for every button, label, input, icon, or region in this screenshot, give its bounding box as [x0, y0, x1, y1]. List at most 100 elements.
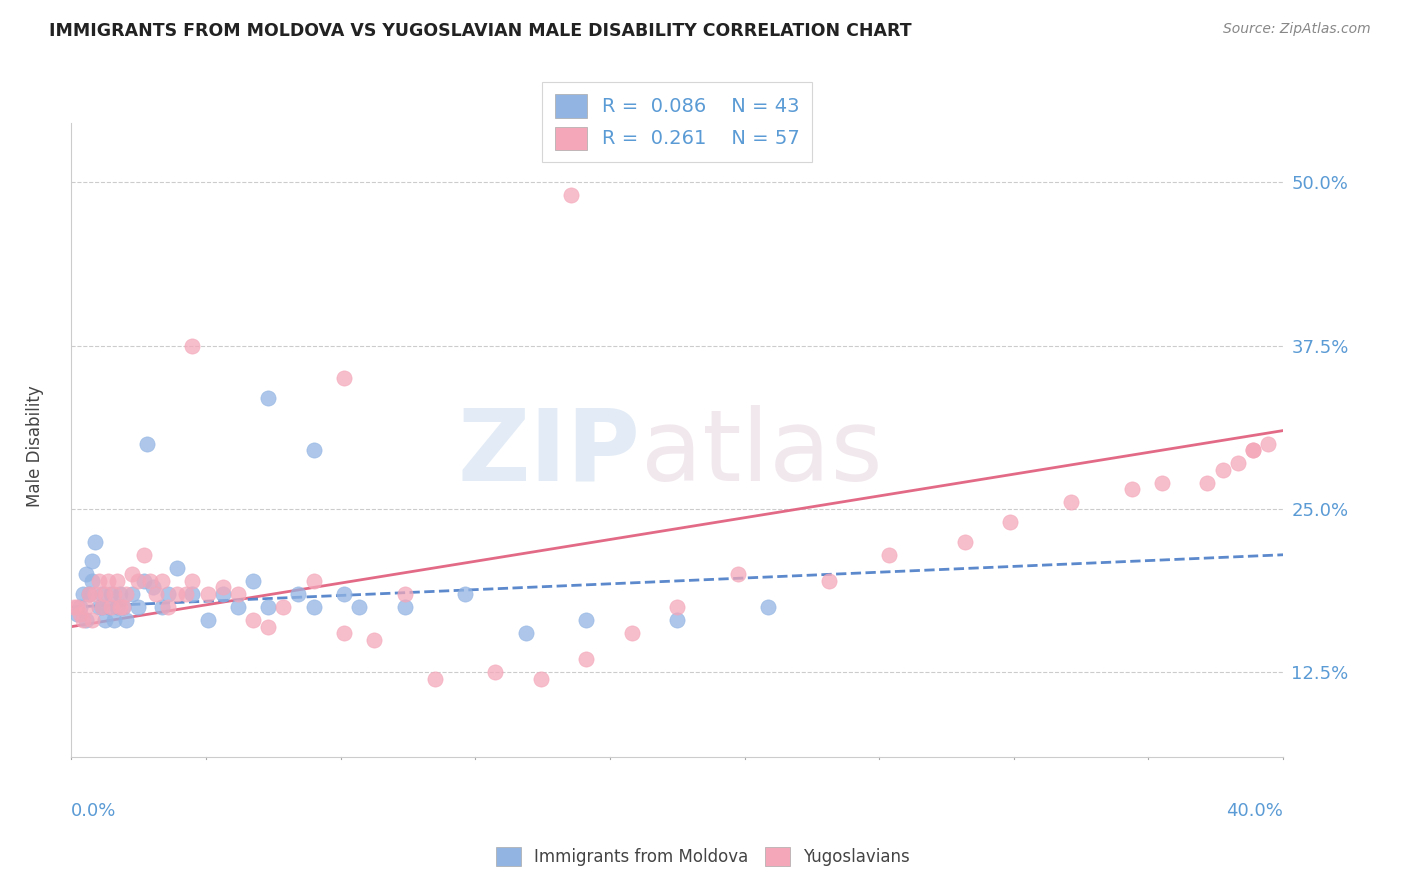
- Point: [105, 574, 128, 588]
- Point: [157, 587, 180, 601]
- Point: [1197, 475, 1219, 490]
- Point: [756, 600, 779, 615]
- Point: [90, 600, 112, 615]
- Point: [394, 600, 416, 615]
- Legend: Immigrants from Moldova, Yugoslavians: Immigrants from Moldova, Yugoslavians: [488, 838, 918, 875]
- Point: [211, 587, 233, 601]
- Point: [197, 613, 219, 627]
- Point: [454, 587, 477, 601]
- Point: [82, 613, 104, 627]
- Point: [114, 587, 136, 601]
- Point: [1121, 483, 1143, 497]
- Point: [1000, 515, 1022, 529]
- Point: [90, 587, 112, 601]
- Point: [69, 600, 91, 615]
- Point: [575, 652, 598, 666]
- Point: [484, 665, 506, 680]
- Point: [87, 600, 110, 615]
- Text: Male Disability: Male Disability: [27, 385, 44, 507]
- Point: [93, 587, 115, 601]
- Point: [121, 587, 143, 601]
- Point: [127, 574, 149, 588]
- Point: [72, 587, 94, 601]
- Point: [257, 620, 280, 634]
- Point: [1060, 495, 1083, 509]
- Point: [423, 672, 446, 686]
- Point: [666, 613, 689, 627]
- Point: [1257, 436, 1279, 450]
- Point: [87, 574, 110, 588]
- Point: [287, 587, 309, 601]
- Point: [75, 613, 97, 627]
- Point: [302, 574, 325, 588]
- Point: [66, 600, 89, 615]
- Point: [69, 607, 91, 621]
- Point: [953, 534, 976, 549]
- Point: [1226, 456, 1249, 470]
- Point: [79, 587, 101, 601]
- Point: [79, 587, 101, 601]
- Point: [226, 587, 249, 601]
- Point: [176, 587, 198, 601]
- Point: [226, 600, 249, 615]
- Point: [97, 574, 120, 588]
- Point: [257, 600, 280, 615]
- Point: [394, 587, 416, 601]
- Point: [817, 574, 839, 588]
- Point: [333, 371, 356, 385]
- Point: [90, 600, 112, 615]
- Point: [302, 443, 325, 458]
- Point: [347, 600, 370, 615]
- Point: [302, 600, 325, 615]
- Point: [1150, 475, 1173, 490]
- Point: [97, 600, 120, 615]
- Point: [197, 587, 219, 601]
- Point: [111, 600, 134, 615]
- Point: [257, 391, 280, 405]
- Point: [82, 574, 104, 588]
- Point: [75, 600, 97, 615]
- Point: [108, 587, 131, 601]
- Point: [150, 574, 173, 588]
- Point: [363, 632, 385, 647]
- Point: [111, 600, 134, 615]
- Text: atlas: atlas: [641, 405, 883, 501]
- Point: [181, 587, 204, 601]
- Point: [121, 567, 143, 582]
- Point: [114, 613, 136, 627]
- Point: [132, 548, 155, 562]
- Point: [132, 574, 155, 588]
- Text: 0.0%: 0.0%: [72, 802, 117, 820]
- Point: [1212, 463, 1234, 477]
- Point: [75, 567, 97, 582]
- Point: [166, 561, 188, 575]
- Point: [139, 574, 162, 588]
- Point: [333, 587, 356, 601]
- Point: [666, 600, 689, 615]
- Text: Source: ZipAtlas.com: Source: ZipAtlas.com: [1223, 22, 1371, 37]
- Point: [150, 600, 173, 615]
- Point: [103, 587, 125, 601]
- Point: [127, 600, 149, 615]
- Point: [108, 600, 131, 615]
- Point: [136, 436, 159, 450]
- Point: [66, 607, 89, 621]
- Legend: R =  0.086    N = 43, R =  0.261    N = 57: R = 0.086 N = 43, R = 0.261 N = 57: [543, 82, 813, 162]
- Point: [1241, 443, 1264, 458]
- Point: [877, 548, 900, 562]
- Point: [273, 600, 295, 615]
- Point: [242, 574, 264, 588]
- Point: [157, 600, 180, 615]
- Point: [84, 534, 107, 549]
- Text: ZIP: ZIP: [458, 405, 641, 501]
- Point: [560, 188, 582, 202]
- Point: [530, 672, 553, 686]
- Text: IMMIGRANTS FROM MOLDOVA VS YUGOSLAVIAN MALE DISABILITY CORRELATION CHART: IMMIGRANTS FROM MOLDOVA VS YUGOSLAVIAN M…: [49, 22, 912, 40]
- Point: [166, 587, 188, 601]
- Point: [211, 581, 233, 595]
- Point: [242, 613, 264, 627]
- Point: [84, 587, 107, 601]
- Point: [575, 613, 598, 627]
- Point: [63, 600, 86, 615]
- Point: [72, 613, 94, 627]
